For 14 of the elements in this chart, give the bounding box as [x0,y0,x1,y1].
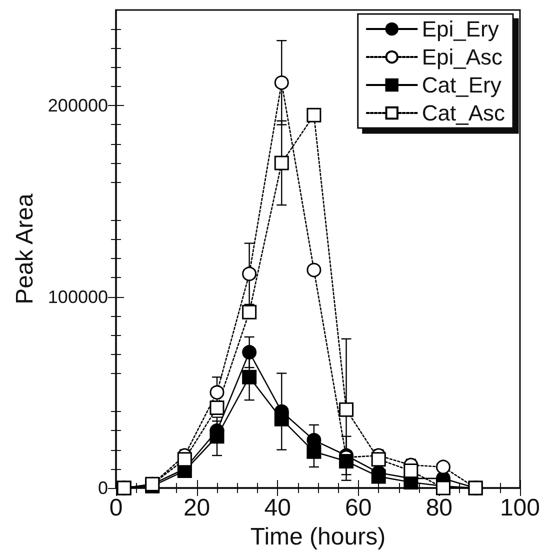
x-tick-label: 40 [264,494,291,522]
x-tick-label: 20 [183,494,210,522]
x-tick-label: 80 [426,494,453,522]
legend-label: Cat_Asc [422,100,506,126]
x-tick-label: 100 [500,494,540,522]
legend-label: Cat_Ery [422,72,502,98]
y-tick-label: 0 [98,478,108,498]
x-axis-title: Time (hours) [250,523,386,550]
y-tick-label: 100000 [48,286,108,307]
y-axis-title: Peak Area [12,192,39,304]
x-tick-label: 60 [345,494,372,522]
y-tick-label: 200000 [48,96,108,116]
legend-label: Epi_Asc [422,44,503,70]
legend-label: Epi_Ery [422,16,499,42]
